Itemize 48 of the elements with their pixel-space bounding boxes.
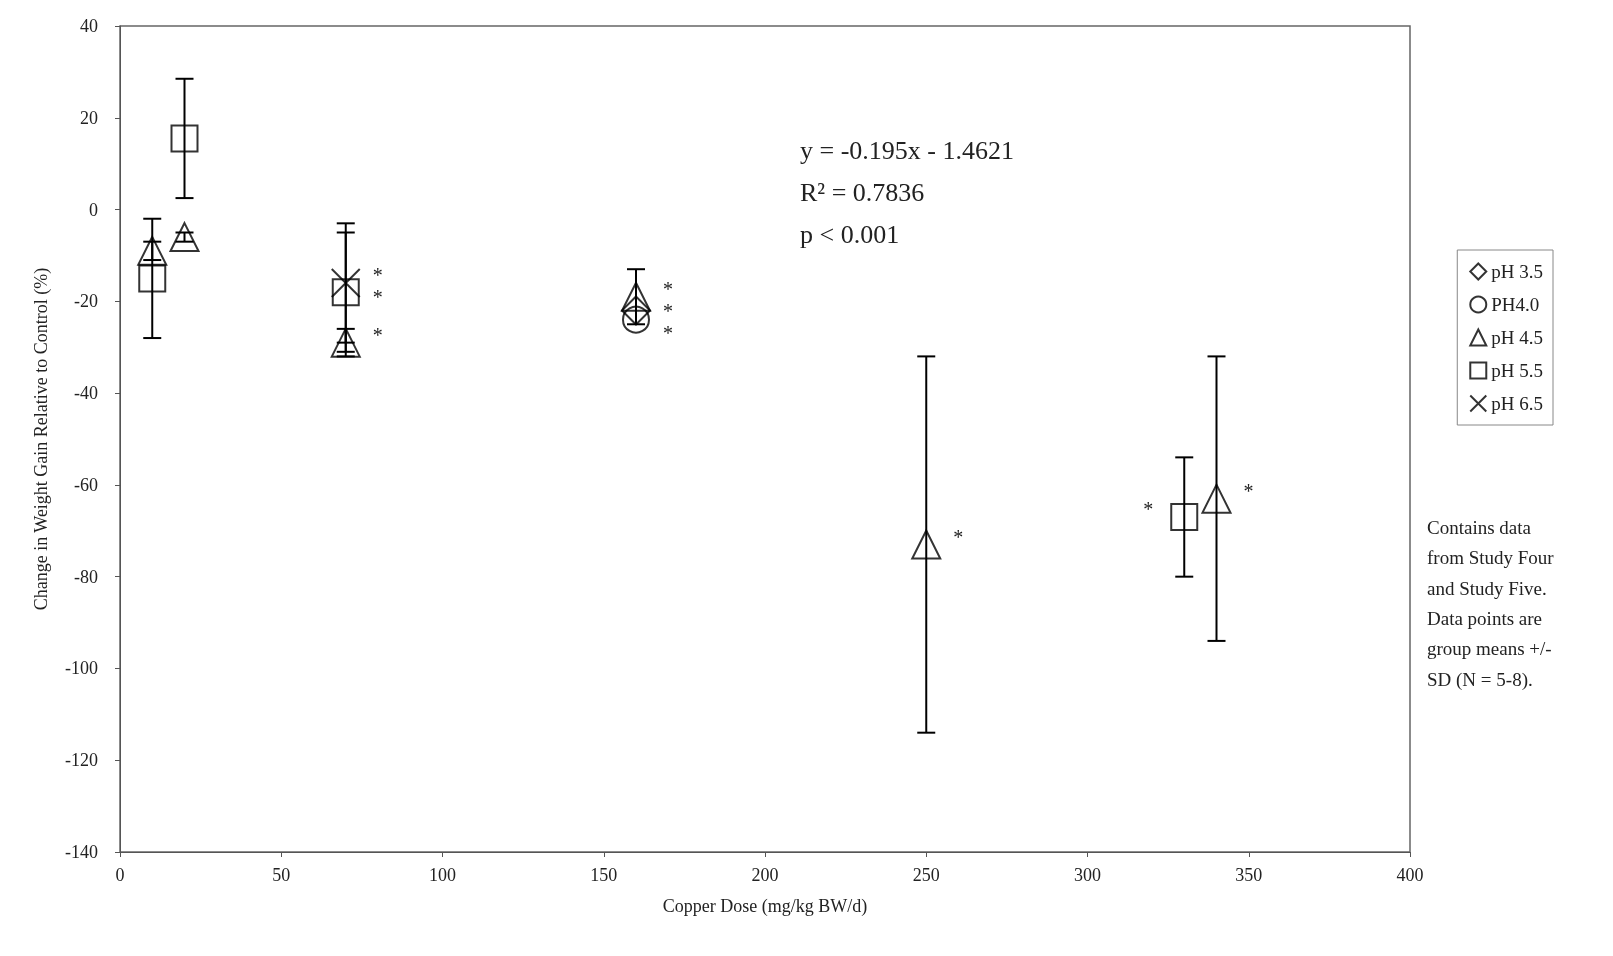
- x-tick-label: 400: [1396, 865, 1424, 885]
- point: [911, 529, 942, 560]
- x-tick-label: 350: [1235, 865, 1263, 885]
- point: [138, 264, 167, 293]
- legend-label: pH 3.5: [1491, 261, 1544, 282]
- y-tick-label: -100: [65, 658, 98, 679]
- x-tick-label: 250: [912, 865, 940, 885]
- point: [622, 305, 650, 334]
- point: [330, 267, 361, 298]
- point: [621, 295, 651, 326]
- legend-label: PH4.0: [1491, 294, 1540, 315]
- annotation: *: [372, 285, 383, 308]
- legend-label: pH 5.5: [1491, 360, 1544, 381]
- x-tick-label: 0: [115, 865, 125, 885]
- x-tick-label: 300: [1074, 865, 1101, 885]
- y-tick-label: -20: [74, 291, 98, 312]
- point: [170, 124, 199, 153]
- point: [621, 281, 651, 312]
- annotation: *: [372, 323, 383, 346]
- x-axis-title: Copper Dose (mg/kg BW/d): [662, 896, 868, 917]
- x-tick-label: 50: [272, 865, 291, 885]
- y-tick-label: -120: [65, 750, 98, 771]
- point: [1201, 483, 1232, 514]
- annotation: y = -0.195x - 1.4621 R² = 0.7836 p < 0.001: [800, 136, 1014, 249]
- y-tick-label: 0: [89, 199, 98, 220]
- annotation: *: [1143, 498, 1154, 521]
- y-tick-label: 20: [80, 107, 98, 128]
- point: [331, 278, 360, 307]
- annotation: *: [663, 299, 673, 322]
- annotation: *: [953, 525, 964, 548]
- x-tick-label: 150: [590, 865, 618, 885]
- y-axis-title: Change in Weight Gain Relative to Control (%): [31, 267, 52, 611]
- x-tick-label: 200: [751, 865, 779, 885]
- y-tick-label: -60: [74, 474, 98, 495]
- annotation: *: [663, 277, 673, 300]
- annotation: *: [663, 321, 673, 344]
- legend-label: pH 6.5: [1491, 393, 1544, 414]
- point: [169, 222, 200, 253]
- x-tick-label: 100: [429, 865, 456, 885]
- legend-label: pH 4.5: [1491, 327, 1544, 348]
- text: Contains data from Study Four and Study Five. Data points are group means +/- SD (N = 5-8).: [1427, 516, 1555, 691]
- y-tick-label: -140: [65, 842, 98, 862]
- annotation: *: [372, 263, 383, 286]
- annotation: *: [1243, 479, 1254, 502]
- y-tick-label: 40: [80, 16, 98, 36]
- y-tick-label: -40: [74, 383, 98, 404]
- y-tick-label: -80: [74, 566, 98, 587]
- point: [1170, 503, 1199, 532]
